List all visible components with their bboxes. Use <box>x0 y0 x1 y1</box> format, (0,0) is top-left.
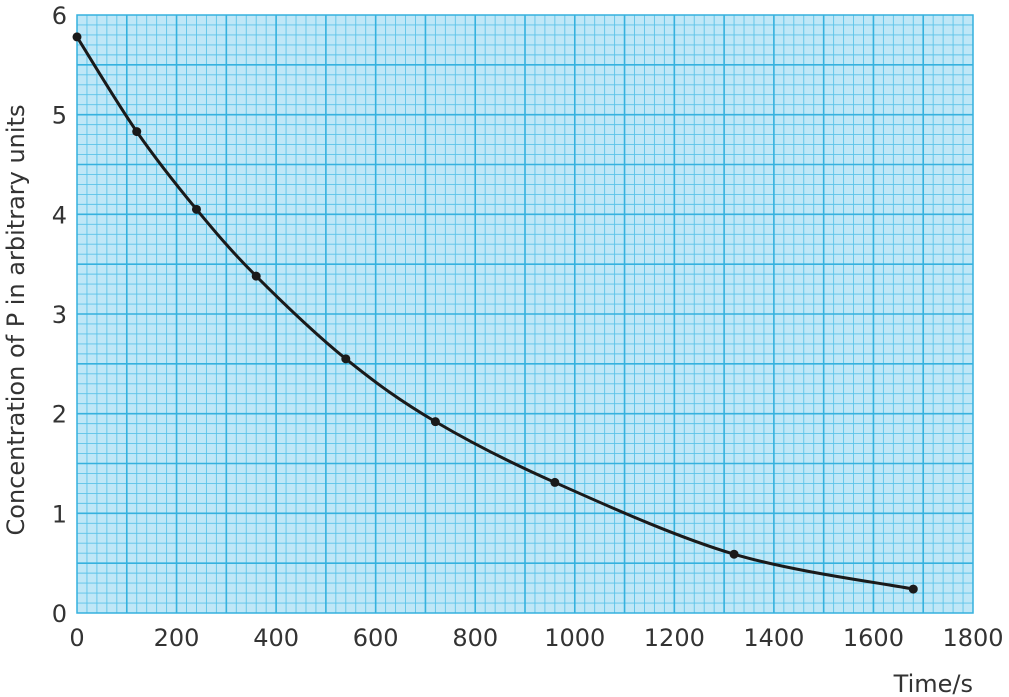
x-tick-label: 1400 <box>743 624 804 652</box>
x-tick-label: 1000 <box>544 624 605 652</box>
y-tick-label: 4 <box>52 201 67 229</box>
series-curve <box>75 36 914 591</box>
data-point <box>72 32 82 42</box>
data-point <box>729 549 739 559</box>
data-point <box>550 477 560 487</box>
x-tick-labels: 0 200 400 600 800 1000 1200 1400 1600 1800 <box>69 624 1003 652</box>
x-tick-label: 1200 <box>644 624 705 652</box>
data-point <box>132 127 142 137</box>
y-axis-title: Concentration of P in arbitrary units <box>2 105 30 536</box>
y-tick-label: 0 <box>52 600 67 628</box>
data-point <box>430 417 440 427</box>
x-tick-label: 600 <box>353 624 399 652</box>
plot-frame <box>76 14 974 614</box>
major-grid <box>77 15 973 613</box>
data-point <box>191 204 201 214</box>
data-point <box>341 354 351 364</box>
y-tick-label: 1 <box>52 500 67 528</box>
x-tick-label: 1600 <box>843 624 904 652</box>
data-point <box>251 271 261 281</box>
y-tick-label: 3 <box>52 301 67 329</box>
data-point <box>908 584 918 594</box>
y-tick-labels: 0 1 2 3 4 5 6 <box>52 2 67 628</box>
y-tick-label: 6 <box>52 2 67 30</box>
y-tick-label: 2 <box>52 401 67 429</box>
x-tick-label: 800 <box>452 624 498 652</box>
x-tick-label: 200 <box>154 624 200 652</box>
x-tick-label: 400 <box>253 624 299 652</box>
y-tick-label: 5 <box>52 102 67 130</box>
x-axis-title: Time/s <box>893 670 973 697</box>
x-tick-label: 0 <box>69 624 84 652</box>
x-tick-label: 1800 <box>942 624 1003 652</box>
data-points <box>72 32 918 594</box>
